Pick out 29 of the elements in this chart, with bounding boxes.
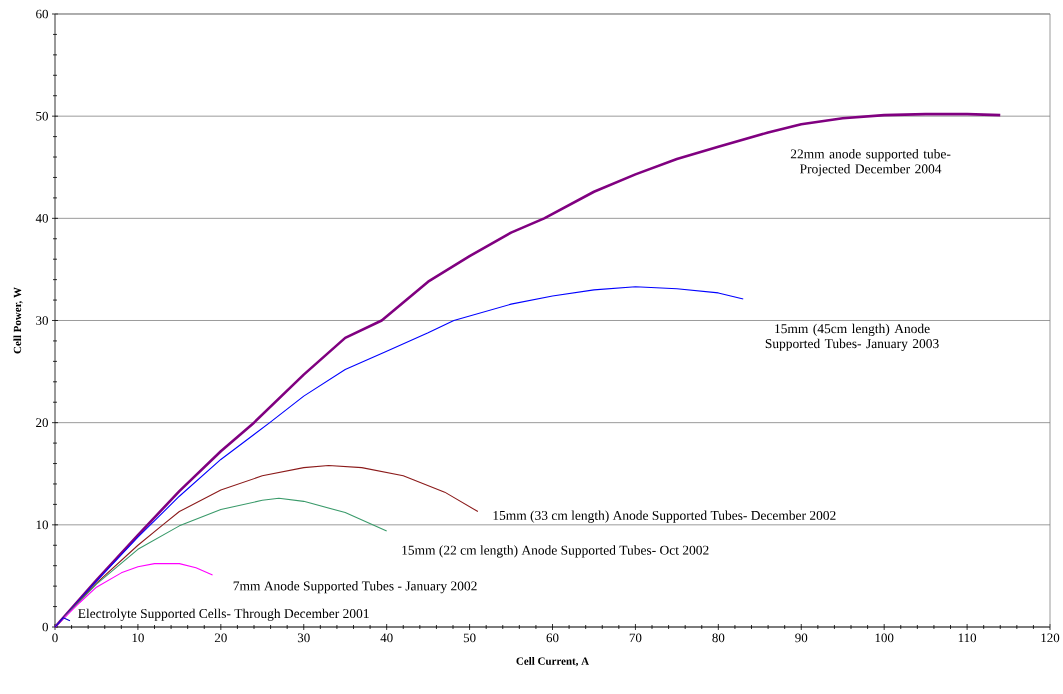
- text: 15mm (45cm length) Anode Supported Tubes- January 2003: [765, 323, 939, 351]
- series-label: 15mm (22 cm length) Anode Supported Tubes- Oct 2002: [402, 545, 709, 558]
- x-tick-label: 60: [546, 633, 559, 643]
- y-tick-label: 0: [42, 622, 48, 632]
- x-tick-label: 100: [875, 633, 894, 643]
- y-tick-label: 50: [36, 111, 48, 121]
- x-tick-label: 120: [1041, 633, 1060, 643]
- series-label: 15mm (33 cm length) Anode Supported Tubes- December 2002: [493, 510, 836, 523]
- x-axis-title: Cell Current, A: [516, 657, 589, 667]
- x-tick-label: 0: [52, 633, 58, 643]
- x-tick-label: 110: [958, 633, 977, 643]
- x-tick-label: 90: [795, 633, 808, 643]
- y-tick-label: 10: [36, 520, 48, 530]
- x-tick-label: 70: [629, 633, 642, 643]
- line-series: [53, 112, 1002, 629]
- y-tick-label: 60: [36, 9, 48, 19]
- series-label: Electrolyte Supported Cells- Through December 2001: [78, 608, 369, 621]
- series-label: 7mm Anode Supported Tubes - January 2002: [233, 581, 477, 594]
- x-tick-label: 10: [132, 633, 144, 643]
- y-tick-label: 30: [36, 316, 48, 325]
- x-tick-label: 40: [380, 633, 393, 643]
- series-label: 22mm anode supported tube- Projected December 2004: [790, 149, 951, 177]
- x-tick-label: 30: [297, 633, 310, 643]
- x-tick-label: 50: [463, 633, 476, 643]
- x-tick-label: 80: [712, 633, 725, 643]
- y-axis-title: Cell Power, W: [13, 287, 23, 354]
- y-tick-label: 20: [36, 418, 48, 428]
- y-tick-label: 40: [35, 213, 48, 223]
- x-tick-label: 20: [214, 633, 227, 643]
